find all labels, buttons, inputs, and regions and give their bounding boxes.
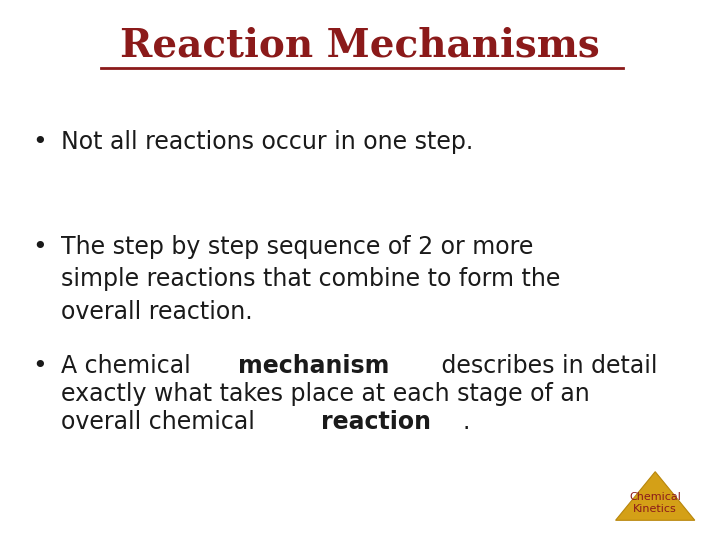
Text: reaction: reaction (321, 410, 431, 434)
Text: Reaction Mechanisms: Reaction Mechanisms (120, 27, 600, 65)
Text: overall chemical: overall chemical (61, 410, 263, 434)
Text: mechanism: mechanism (238, 354, 390, 377)
Text: •: • (32, 235, 47, 259)
Text: exactly what takes place at each stage of an: exactly what takes place at each stage o… (61, 382, 590, 406)
Text: .: . (463, 410, 470, 434)
Text: •: • (32, 130, 47, 153)
Text: •: • (32, 354, 47, 377)
Text: Not all reactions occur in one step.: Not all reactions occur in one step. (61, 130, 474, 153)
Polygon shape (616, 472, 695, 521)
Text: Chemical
Kinetics: Chemical Kinetics (629, 492, 681, 515)
Text: describes in detail: describes in detail (433, 354, 657, 377)
Text: The step by step sequence of 2 or more
simple reactions that combine to form the: The step by step sequence of 2 or more s… (61, 235, 561, 324)
Text: A chemical: A chemical (61, 354, 199, 377)
